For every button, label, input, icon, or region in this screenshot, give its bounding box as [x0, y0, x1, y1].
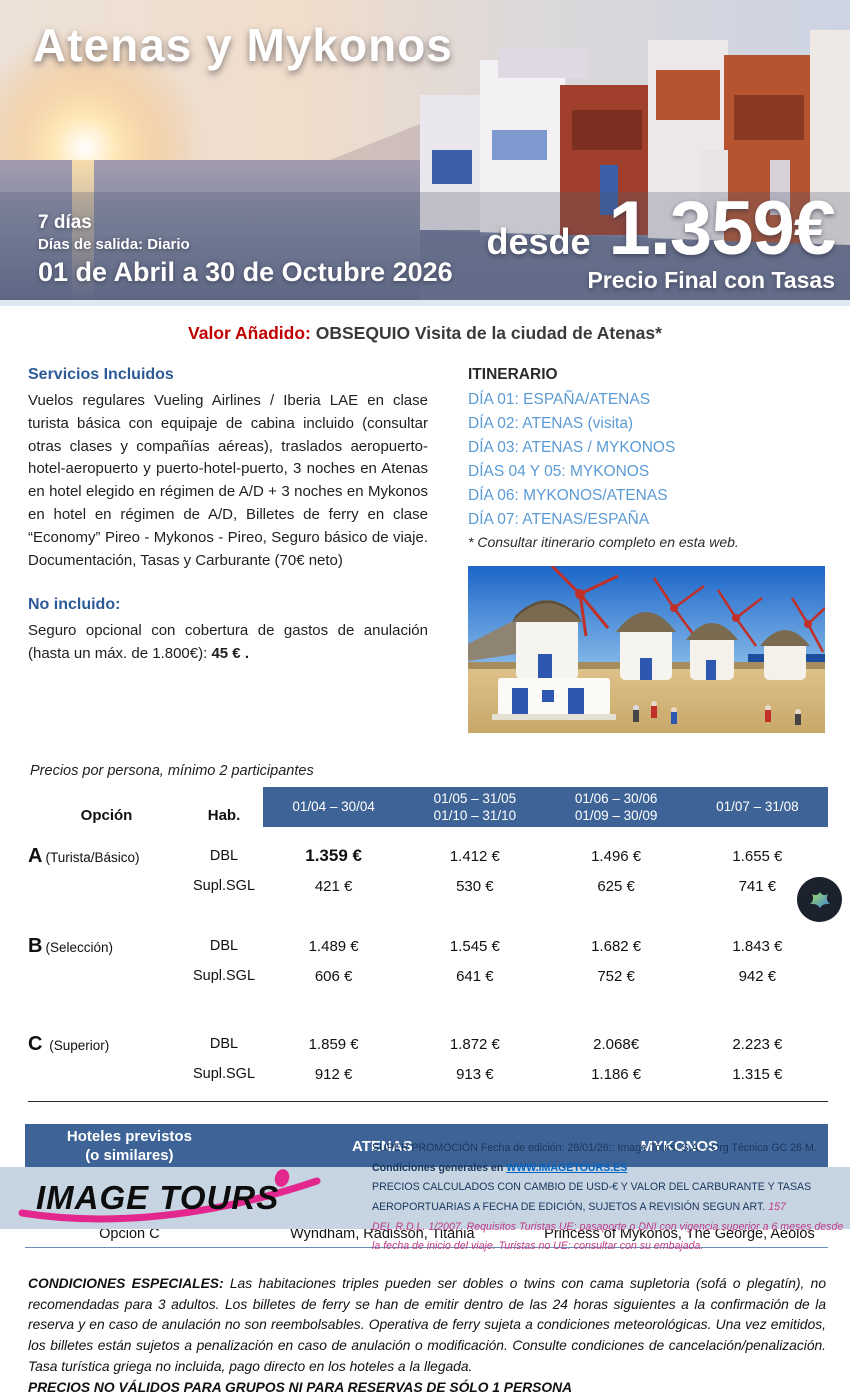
price-cell: 1.655 €: [732, 847, 783, 865]
services-body: Vuelos regulares Vueling Airlines / Iber…: [28, 392, 428, 569]
itinerary-column: ITINERARIO DÍA 01: ESPAÑA/ATENAS DÍA 02:…: [468, 366, 825, 734]
price-cell: 421 €: [314, 877, 353, 895]
trip-summary: 7 días Días de salida: Diario 01 de Abri…: [38, 212, 453, 288]
hero-divider: [0, 300, 850, 306]
room-type: Supl.SGL: [192, 878, 256, 895]
trip-duration: 7 días: [38, 212, 92, 233]
price-cell: 2.068€: [593, 1035, 640, 1053]
price-value: 1.359€: [608, 185, 836, 271]
price-cell: 2.223 €: [732, 1035, 783, 1053]
price-cell: 1.872 €: [449, 1035, 500, 1053]
price-cell: 1.489 €: [308, 937, 359, 955]
price-prefix: desde: [486, 220, 591, 262]
price-cell: 1.682 €: [591, 937, 642, 955]
svg-text:IMAGE TOURS: IMAGE TOURS: [36, 1179, 279, 1216]
footer-legal-text: SUPER PROMOCIÓN Fecha de edición: 28/01/…: [372, 1139, 850, 1257]
option-a-group: A (Turista/Básico) DBL 1.359 € 1.412 € 1.…: [28, 841, 828, 901]
hotels-header-atenas: ATENAS: [233, 1124, 531, 1171]
price-cell: 625 €: [597, 877, 635, 895]
price-cell: 530 €: [456, 877, 494, 895]
price-table-note: Precios por persona, mínimo 2 participan…: [30, 763, 314, 780]
itinerary-day: DÍAS 04 Y 05: MYKONOS: [468, 463, 650, 481]
price-cell: 1.859 €: [308, 1035, 359, 1053]
price-cell: 1.186 €: [591, 1065, 642, 1083]
hero-section: Atenas y Mykonos 7 días Días de salida: …: [0, 0, 850, 306]
price-cell: 641 €: [456, 967, 494, 985]
itinerary-day: DÍA 01: ESPAÑA/ATENAS: [468, 391, 651, 408]
footer: IMAGE TOURS SUPER PROMOCIÓN Fecha de edi…: [0, 1142, 850, 1252]
option-label: B (Selección): [28, 934, 113, 957]
price-cell: 1.412 €: [449, 847, 500, 865]
hotels-header-label: Hoteles previstos (o similares): [25, 1124, 234, 1171]
price-cell: 1.545 €: [449, 937, 500, 955]
room-type: DBL: [209, 848, 239, 865]
itinerary-day: DÍA 07: ATENAS/ESPAÑA: [468, 511, 650, 529]
season-header: 01/06 – 30/06 01/09 – 30/09: [545, 787, 687, 828]
trip-dates: 01 de Abril a 30 de Octubre 2026: [38, 257, 453, 287]
widget-icon[interactable]: [797, 877, 842, 922]
price-cell: 942 €: [738, 967, 777, 985]
value-added-text: OBSEQUIO Visita de la ciudad de Atenas*: [310, 323, 662, 343]
price-cell: 912 €: [314, 1065, 353, 1083]
col-header-room: Hab.: [207, 807, 241, 825]
room-type: DBL: [209, 938, 239, 955]
itinerary-day: DÍA 03: ATENAS / MYKONOS: [468, 439, 676, 457]
price-block: desde 1.359€ Precio Final con Tasas: [486, 185, 837, 294]
hotels-header-mykonos: MYKONOS: [530, 1124, 828, 1171]
price-cell: 752 €: [597, 967, 635, 985]
footer-line-1: SUPER PROMOCIÓN Fecha de edición: 28/01/…: [372, 1142, 817, 1174]
room-type: Supl.SGL: [192, 1066, 256, 1083]
option-label: A (Turista/Básico): [28, 844, 140, 867]
special-conditions: CONDICIONES ESPECIALES: Las habitaciones…: [28, 1276, 826, 1374]
imagetours-link[interactable]: WWW.IMAGETOURS.ES: [506, 1161, 628, 1174]
season-header: 01/07 – 31/08: [686, 787, 828, 828]
footer-line-2: PRECIOS CALCULADOS CON CAMBIO DE USD-€ Y…: [372, 1181, 812, 1213]
itinerary-title: ITINERARIO: [468, 366, 558, 383]
services-column: Servicios Incluidos Vuelos regulares Vue…: [28, 366, 428, 733]
price-cell: 741 €: [738, 877, 777, 895]
insurance-price: 45 € .: [211, 645, 249, 663]
page-title: Atenas y Mykonos: [33, 19, 453, 71]
price-cell: 1.315 €: [732, 1065, 783, 1083]
itinerary-day: DÍA 02: ATENAS (visita): [468, 415, 634, 433]
trip-departures: Días de salida: Diario: [38, 236, 190, 253]
conditions-final-line: PRECIOS NO VÁLIDOS PARA GRUPOS NI PARA R…: [28, 1379, 573, 1395]
price-cell: 1.359 €: [305, 846, 362, 866]
table-divider: [28, 1101, 828, 1103]
option-b-group: B (Selección) DBL 1.489 € 1.545 € 1.682 €…: [28, 931, 828, 991]
not-included-body: Seguro opcional con cobertura de gastos …: [28, 622, 428, 663]
itinerary-note: * Consultar itinerario completo en esta …: [468, 534, 739, 551]
footer-line-3: DEL R.D.L. 1/2007. Requisitos Turistas U…: [372, 1220, 844, 1253]
season-header: 01/05 – 31/05 01/10 – 31/10: [404, 787, 546, 828]
conditions-label: CONDICIONES ESPECIALES:: [28, 1276, 224, 1292]
itinerary-day: DÍA 06: MYKONOS/ATENAS: [468, 487, 668, 505]
image-tours-logo: IMAGE TOURS: [0, 1168, 372, 1228]
price-cell: 1.843 €: [732, 937, 783, 955]
option-c-group: C (Superior) DBL 1.859 € 1.872 € 2.068€ …: [28, 1029, 828, 1089]
price-cell: 1.496 €: [591, 847, 642, 865]
price-cell: 606 €: [314, 967, 353, 985]
hero-overlay-band: [0, 192, 850, 300]
windmills-photo: [468, 566, 825, 734]
price-cell: 913 €: [456, 1065, 494, 1083]
services-title: Servicios Incluidos: [28, 366, 174, 383]
price-note: Precio Final con Tasas: [587, 267, 835, 293]
price-table: Opción Hab. 01/04 – 30/04 01/05 – 31/05 0…: [28, 787, 828, 1089]
value-added-label: Valor Añadido:: [188, 323, 311, 343]
not-included-title: No incluido:: [28, 596, 121, 614]
room-type: Supl.SGL: [192, 968, 256, 985]
hero-photo: [0, 0, 850, 306]
room-type: DBL: [209, 1036, 239, 1053]
value-added-line: Valor Añadido: OBSEQUIO Visita de la ciu…: [0, 323, 850, 344]
option-label: C (Superior): [28, 1032, 110, 1055]
col-header-option: Opción: [80, 807, 133, 825]
season-header: 01/04 – 30/04: [263, 787, 405, 828]
